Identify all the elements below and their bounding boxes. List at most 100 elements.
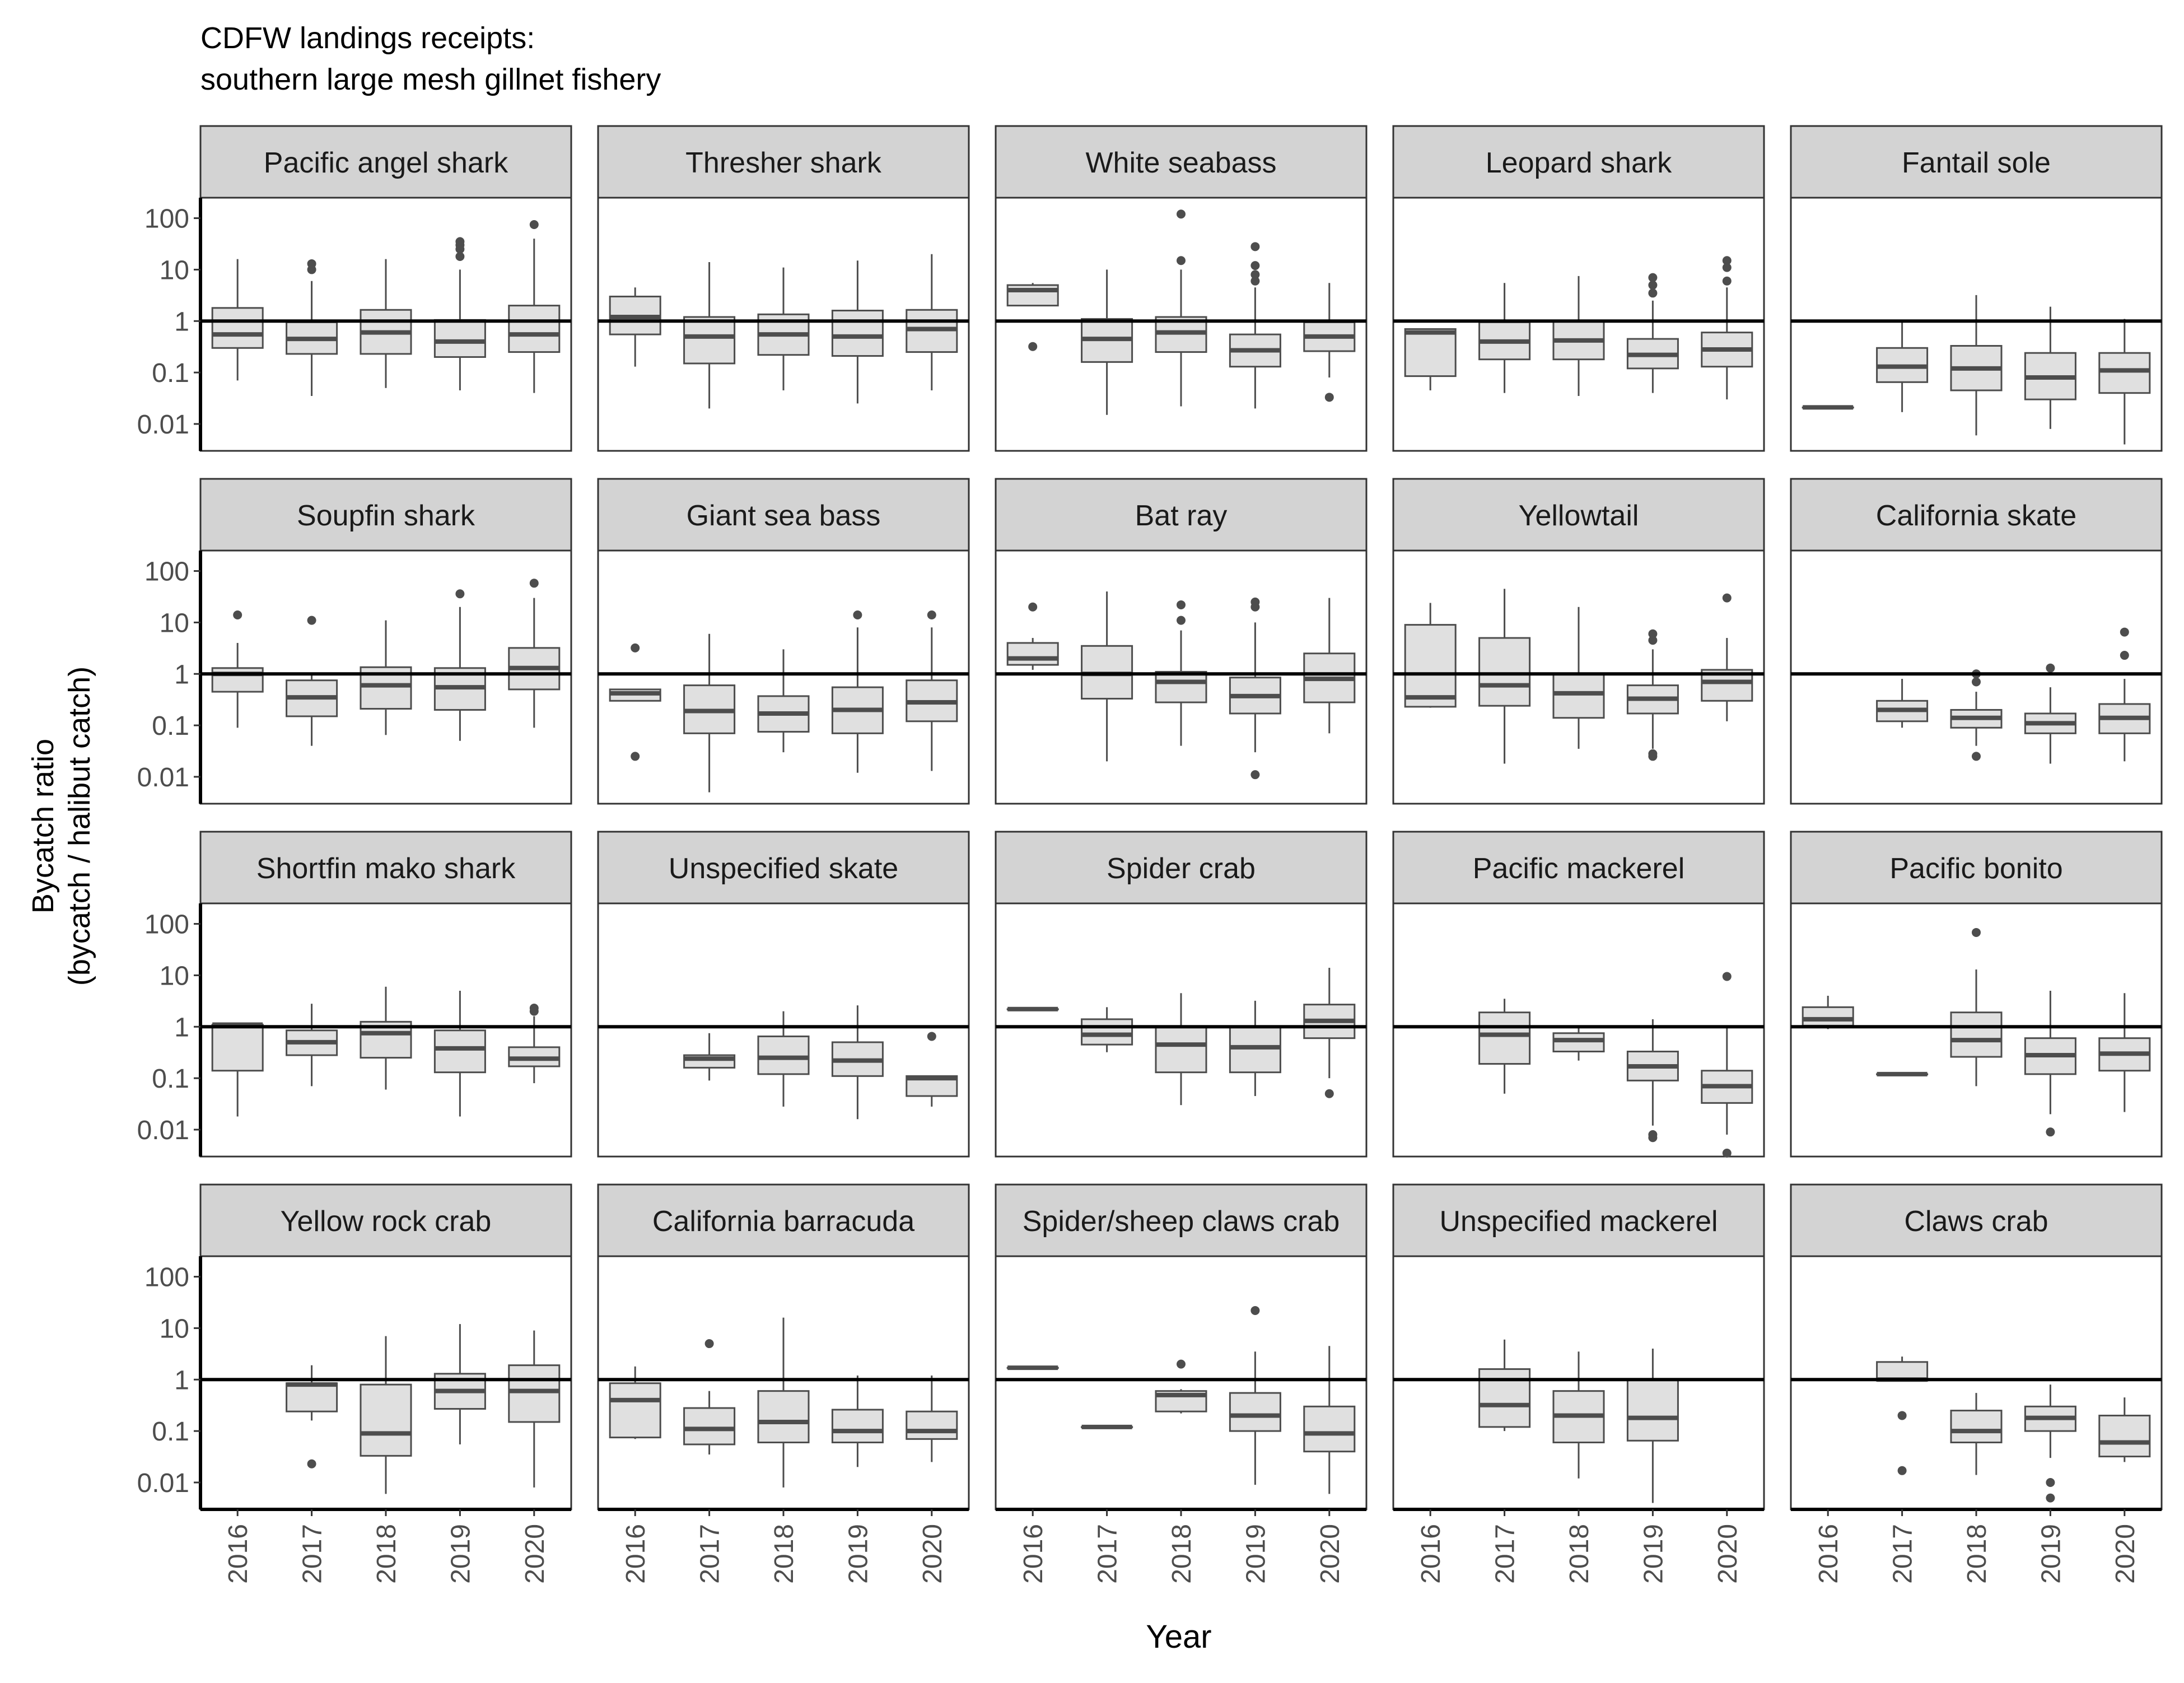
outlier-point <box>1324 1089 1334 1098</box>
x-tick-label: 2019 <box>1639 1524 1668 1584</box>
box-iqr <box>1478 1368 1531 1428</box>
box-2018 <box>1552 607 1605 749</box>
box-iqr <box>1802 1006 1854 1027</box>
outlier-point <box>631 752 640 761</box>
y-axis-label-line2: (bycatch / halibut catch) <box>63 666 96 986</box>
box-iqr <box>757 1035 810 1075</box>
box-2017 <box>1876 321 1929 412</box>
panel-strip <box>1790 1183 2163 1257</box>
box-iqr <box>508 1364 561 1423</box>
outlier-point <box>529 1004 539 1013</box>
panel-strip <box>199 1183 572 1257</box>
panel-strip <box>199 831 572 905</box>
outlier-point <box>2120 651 2129 660</box>
box-2019 <box>1626 1019 1679 1143</box>
outlier-point <box>1972 752 1981 761</box>
box-2016 <box>1404 328 1457 390</box>
panel-strip <box>1392 831 1765 905</box>
outlier-point <box>1972 677 1981 687</box>
box-2017 <box>1876 679 1929 728</box>
outlier-point <box>1648 273 1658 282</box>
x-tick-label: 2016 <box>1416 1524 1446 1584</box>
panel-frame <box>995 1255 1368 1510</box>
outlier-point <box>1324 393 1334 402</box>
box-2019 <box>1626 1348 1679 1503</box>
outlier-point <box>1648 1130 1658 1139</box>
panel-title: Shortfin mako shark <box>256 852 516 885</box>
y-tick-label: 0.01 <box>137 410 189 440</box>
box-2018 <box>1950 927 2003 1087</box>
panel-10: Shortfin mako shark 100 10 1 0.1 0.01 <box>137 831 572 1158</box>
panel-3: Leopard shark <box>1392 125 1765 452</box>
box-2018 <box>757 1011 810 1107</box>
outlier-point <box>1648 629 1658 638</box>
outlier-point <box>1177 600 1186 609</box>
outlier-point <box>529 579 539 588</box>
x-tick-label: 2018 <box>769 1524 799 1584</box>
box-2017 <box>683 1033 736 1081</box>
x-tick-label: 2019 <box>843 1524 873 1584</box>
panel-strip <box>199 125 572 199</box>
box-iqr <box>906 1410 958 1440</box>
x-axis-label: Year <box>1146 1619 1211 1655</box>
outlier-point <box>1250 276 1260 286</box>
panel-title: Soupfin shark <box>297 500 475 532</box>
x-tick-label: 2017 <box>696 1524 725 1584</box>
y-tick-label: 10 <box>160 1314 189 1344</box>
box-2019 <box>1626 629 1679 761</box>
panel-strip <box>597 831 970 905</box>
box-iqr <box>1552 1032 1605 1052</box>
box-2020 <box>906 1032 958 1107</box>
outlier-point <box>1250 270 1260 279</box>
box-2016 <box>1404 603 1457 708</box>
box-2016 <box>609 643 661 761</box>
box-2020 <box>508 1330 561 1488</box>
outlier-point <box>2046 1127 2055 1137</box>
box-2020 <box>1303 1346 1356 1494</box>
box-2017 <box>286 616 338 746</box>
box-iqr <box>211 307 264 349</box>
panel-title: Yellowtail <box>1519 500 1639 532</box>
panel-title: Spider/sheep claws crab <box>1023 1205 1340 1238</box>
box-iqr <box>1006 642 1059 666</box>
outlier-point <box>455 237 465 246</box>
panel-strip <box>995 831 1368 905</box>
y-tick-label: 0.1 <box>152 711 189 741</box>
outlier-point <box>1722 1148 1732 1158</box>
x-tick-label: 2016 <box>1019 1524 1048 1584</box>
box-2020 <box>1303 967 1356 1098</box>
box-2018 <box>1155 209 1207 407</box>
x-tick-label: 2018 <box>372 1524 402 1584</box>
box-iqr <box>757 1390 810 1443</box>
box-2020 <box>508 220 561 393</box>
box-2018 <box>1155 993 1207 1106</box>
y-tick-label: 0.1 <box>152 358 189 388</box>
x-tick-label: 2019 <box>1241 1524 1271 1584</box>
panel-1: Thresher shark <box>597 125 970 452</box>
outlier-point <box>307 259 316 268</box>
box-2019 <box>831 1005 884 1120</box>
outlier-point <box>1722 256 1732 265</box>
panel-title: California skate <box>1876 500 2076 532</box>
box-iqr <box>831 1409 884 1443</box>
box-2019 <box>1229 1306 1281 1485</box>
panel-strip <box>1790 125 2163 199</box>
x-tick-label: 2020 <box>1713 1524 1743 1584</box>
box-2020 <box>1303 598 1356 734</box>
panel-strip <box>1392 1183 1765 1257</box>
box-2018 <box>1552 276 1605 396</box>
outlier-point <box>853 610 862 619</box>
box-2016 <box>1802 995 1854 1029</box>
panel-6: Giant sea bass <box>597 478 970 805</box>
outlier-point <box>455 589 465 599</box>
box-iqr <box>1552 673 1605 719</box>
outlier-point <box>927 1032 936 1041</box>
panel-title: Pacific mackerel <box>1473 852 1685 885</box>
panel-12: Spider crab <box>995 831 1368 1158</box>
box-iqr <box>1155 1025 1207 1074</box>
box-2019 <box>2024 306 2076 429</box>
outlier-point <box>1177 1359 1186 1369</box>
box-iqr <box>1950 1410 2003 1443</box>
box-2016 <box>1006 1006 1059 1011</box>
